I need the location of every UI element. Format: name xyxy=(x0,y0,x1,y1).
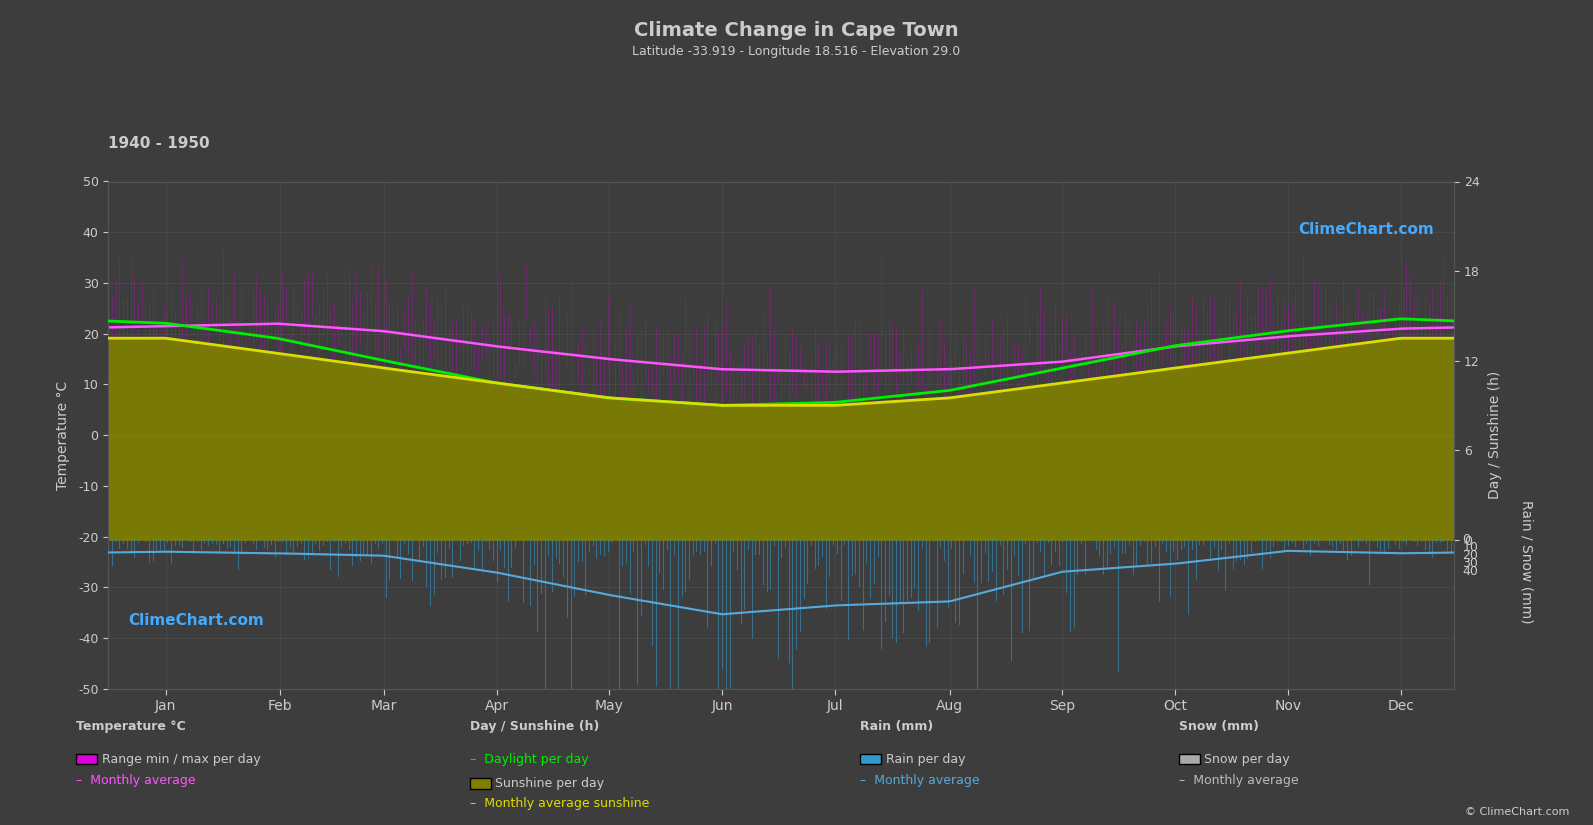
Text: 0: 0 xyxy=(1462,533,1470,546)
Text: 30: 30 xyxy=(1462,557,1478,570)
Text: Rain / Snow (mm): Rain / Snow (mm) xyxy=(1520,500,1532,624)
Text: ClimeChart.com: ClimeChart.com xyxy=(129,613,264,628)
Text: 1940 - 1950: 1940 - 1950 xyxy=(108,136,210,151)
Text: Day / Sunshine (h): Day / Sunshine (h) xyxy=(470,720,599,733)
Text: –  Daylight per day: – Daylight per day xyxy=(470,752,588,766)
Text: Snow (mm): Snow (mm) xyxy=(1179,720,1258,733)
Y-axis label: Temperature °C: Temperature °C xyxy=(56,380,70,490)
Y-axis label: Day / Sunshine (h): Day / Sunshine (h) xyxy=(1488,371,1502,499)
Text: –  Monthly average: – Monthly average xyxy=(1179,774,1298,787)
Text: © ClimeChart.com: © ClimeChart.com xyxy=(1464,807,1569,817)
Text: –  Monthly average: – Monthly average xyxy=(76,774,196,787)
Text: ClimeChart.com: ClimeChart.com xyxy=(1298,222,1434,237)
Text: 10: 10 xyxy=(1462,541,1478,554)
Text: Rain per day: Rain per day xyxy=(886,752,965,766)
Text: Latitude -33.919 - Longitude 18.516 - Elevation 29.0: Latitude -33.919 - Longitude 18.516 - El… xyxy=(632,45,961,59)
Text: Temperature °C: Temperature °C xyxy=(76,720,186,733)
Text: 40: 40 xyxy=(1462,565,1478,578)
Text: Climate Change in Cape Town: Climate Change in Cape Town xyxy=(634,21,959,40)
Text: –  Monthly average: – Monthly average xyxy=(860,774,980,787)
Text: Sunshine per day: Sunshine per day xyxy=(495,777,605,790)
Text: Rain (mm): Rain (mm) xyxy=(860,720,933,733)
Text: Snow per day: Snow per day xyxy=(1204,752,1290,766)
Text: –  Monthly average sunshine: – Monthly average sunshine xyxy=(470,797,650,810)
Text: Range min / max per day: Range min / max per day xyxy=(102,752,261,766)
Text: 20: 20 xyxy=(1462,549,1478,562)
